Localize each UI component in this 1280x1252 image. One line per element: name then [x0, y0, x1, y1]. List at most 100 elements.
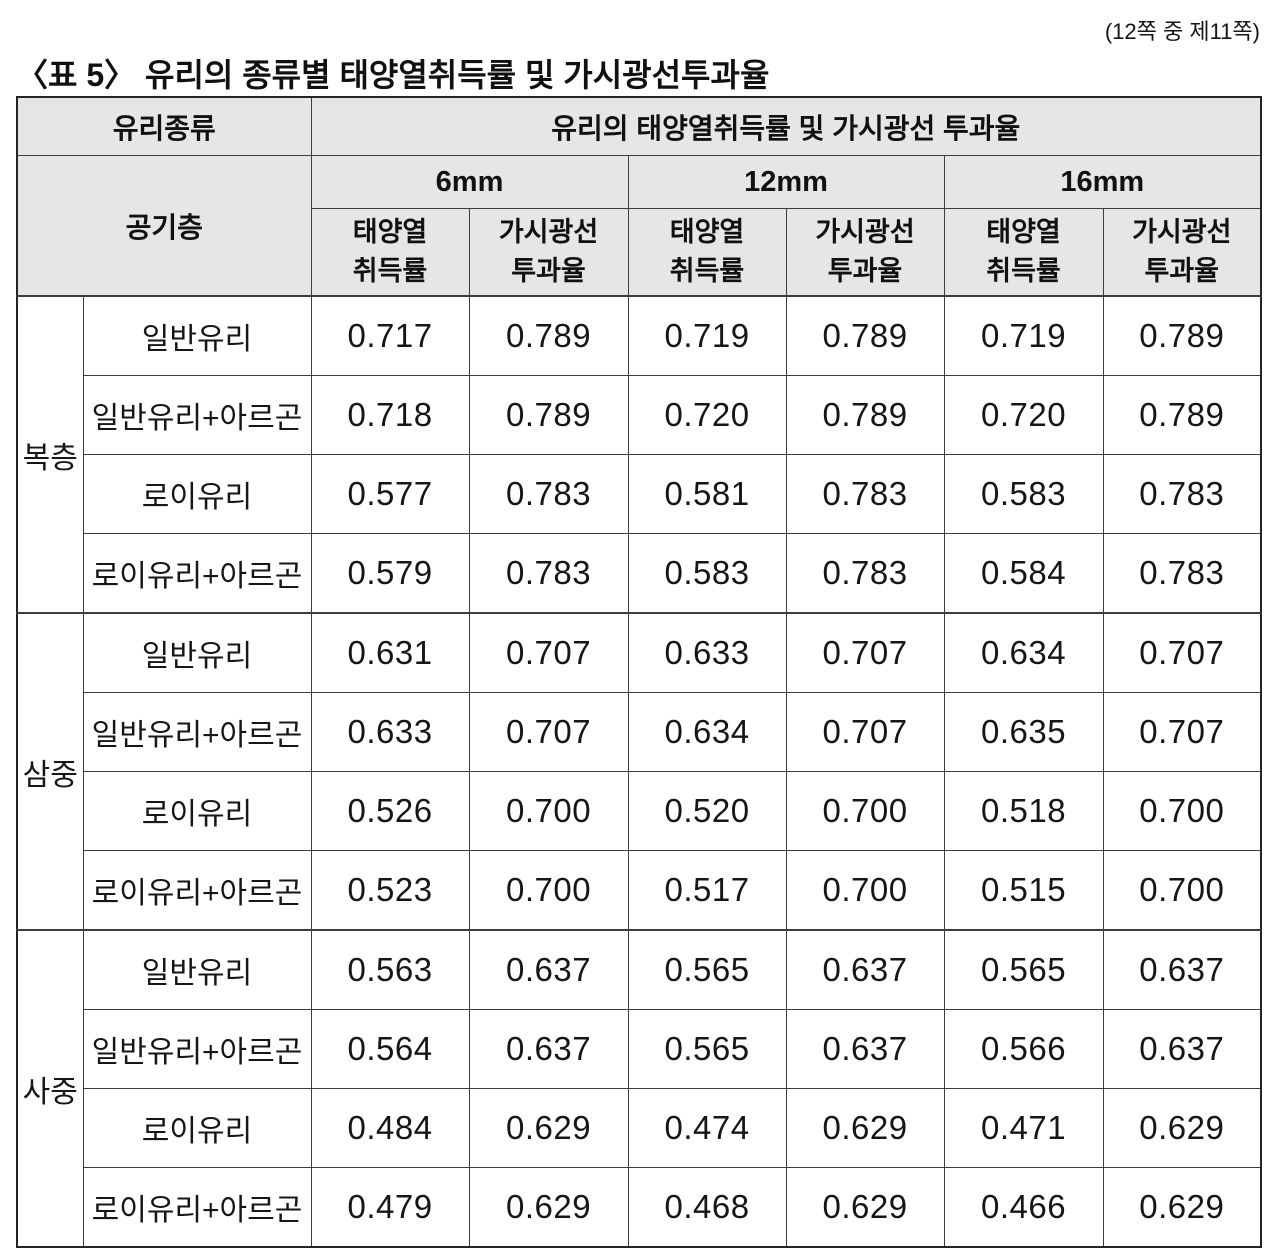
table-row: 로이유리 0.526 0.700 0.520 0.700 0.518 0.700 [17, 771, 1262, 851]
value-cell: 0.583 [943, 454, 1104, 534]
header-thickness-12mm: 12mm [627, 155, 945, 209]
value-cell: 0.637 [785, 929, 945, 1010]
glass-type-cell: 일반유리 [82, 612, 312, 693]
value-cell: 0.700 [468, 850, 629, 931]
value-cell: 0.634 [627, 692, 787, 772]
header-vlt-12mm: 가시광선 투과율 [785, 208, 945, 297]
value-cell: 0.700 [1102, 850, 1262, 931]
value-cell: 0.789 [468, 295, 629, 376]
value-cell: 0.783 [468, 454, 629, 534]
value-cell: 0.707 [468, 692, 629, 772]
value-cell: 0.700 [468, 771, 629, 851]
table-body: 복층 일반유리 0.717 0.789 0.719 0.789 0.719 0.789 일반유리… [16, 295, 1262, 1248]
page-indicator: (12쪽 중 제11쪽) [1104, 19, 1260, 44]
header-thickness-6mm: 6mm [310, 155, 629, 209]
header-glass-type: 유리종류 [16, 96, 312, 156]
glass-type-cell: 로이유리 [82, 771, 312, 851]
value-cell: 0.523 [310, 850, 470, 931]
value-cell: 0.637 [785, 1009, 945, 1089]
value-cell: 0.717 [310, 295, 470, 376]
value-cell: 0.637 [468, 1009, 629, 1089]
value-cell: 0.719 [627, 295, 787, 376]
value-cell: 0.789 [468, 375, 629, 455]
glass-type-cell: 일반유리+아르곤 [82, 375, 312, 455]
value-cell: 0.631 [310, 612, 470, 693]
glass-type-cell: 로이유리+아르곤 [82, 850, 312, 931]
value-cell: 0.563 [310, 929, 470, 1010]
value-cell: 0.637 [1102, 1009, 1262, 1089]
value-cell: 0.629 [1102, 1088, 1262, 1168]
value-cell: 0.565 [627, 1009, 787, 1089]
value-cell: 0.789 [785, 375, 945, 455]
value-cell: 0.789 [1102, 375, 1262, 455]
value-cell: 0.718 [310, 375, 470, 455]
value-cell: 0.635 [943, 692, 1104, 772]
header-air-layer: 공기층 [16, 155, 312, 297]
value-cell: 0.700 [785, 850, 945, 931]
value-cell: 0.719 [943, 295, 1104, 376]
value-cell: 0.783 [1102, 533, 1262, 614]
header-shgc-16mm: 태양열 취득률 [943, 208, 1104, 297]
glass-type-cell: 일반유리+아르곤 [82, 692, 312, 772]
glass-type-cell: 일반유리+아르곤 [82, 1009, 312, 1089]
value-cell: 0.789 [1102, 295, 1262, 376]
group-label: 복층 [16, 295, 84, 614]
value-cell: 0.720 [627, 375, 787, 455]
value-cell: 0.633 [310, 692, 470, 772]
glass-type-cell: 일반유리 [82, 929, 312, 1010]
value-cell: 0.566 [943, 1009, 1104, 1089]
value-cell: 0.707 [1102, 692, 1262, 772]
value-cell: 0.783 [785, 454, 945, 534]
header-row-3: 태양열 취득률 가시광선 투과율 태양열 취득률 가시광선 투과율 태양열 취득… [17, 208, 1262, 297]
table-row: 로이유리+아르곤 0.479 0.629 0.468 0.629 0.466 0.629 [17, 1167, 1262, 1248]
value-cell: 0.783 [468, 533, 629, 614]
value-cell: 0.633 [627, 612, 787, 693]
value-cell: 0.707 [785, 692, 945, 772]
table-row: 일반유리+아르곤 0.633 0.707 0.634 0.707 0.635 0.707 [17, 692, 1262, 772]
value-cell: 0.584 [943, 533, 1104, 614]
table-row: 일반유리+아르곤 0.718 0.789 0.720 0.789 0.720 0.789 [17, 375, 1262, 455]
value-cell: 0.783 [785, 533, 945, 614]
value-cell: 0.471 [943, 1088, 1104, 1168]
table-header: 유리종류 유리의 태양열취득률 및 가시광선 투과율 공기층 6mm 12mm … [16, 96, 1262, 297]
table-row: 복층 일반유리 0.717 0.789 0.719 0.789 0.719 0.789 [16, 295, 1262, 614]
table-row: 로이유리+아르곤 0.579 0.783 0.583 0.783 0.584 0.783 [17, 533, 1262, 614]
header-row-1: 유리종류 유리의 태양열취득률 및 가시광선 투과율 [16, 96, 1262, 156]
glass-type-cell: 로이유리+아르곤 [82, 533, 312, 614]
table-row: 사중 일반유리 0.563 0.637 0.565 0.637 0.565 0.637 [16, 929, 1262, 1248]
value-cell: 0.583 [627, 533, 787, 614]
value-cell: 0.520 [627, 771, 787, 851]
value-cell: 0.515 [943, 850, 1104, 931]
header-main-title: 유리의 태양열취득률 및 가시광선 투과율 [310, 96, 1262, 156]
value-cell: 0.637 [468, 929, 629, 1010]
value-cell: 0.700 [1102, 771, 1262, 851]
table-row: 일반유리+아르곤 0.564 0.637 0.565 0.637 0.566 0.637 [17, 1009, 1262, 1089]
value-cell: 0.466 [943, 1167, 1104, 1248]
value-cell: 0.629 [468, 1088, 629, 1168]
value-cell: 0.707 [1102, 612, 1262, 693]
value-cell: 0.518 [943, 771, 1104, 851]
table-row: 로이유리 0.484 0.629 0.474 0.629 0.471 0.629 [17, 1088, 1262, 1168]
glazing-table: 유리종류 유리의 태양열취득률 및 가시광선 투과율 공기층 6mm 12mm … [16, 96, 1263, 1248]
value-cell: 0.789 [785, 295, 945, 376]
value-cell: 0.707 [468, 612, 629, 693]
glass-type-cell: 로이유리 [82, 454, 312, 534]
value-cell: 0.629 [468, 1167, 629, 1248]
value-cell: 0.637 [1102, 929, 1262, 1010]
table-row: 로이유리 0.577 0.783 0.581 0.783 0.583 0.783 [17, 454, 1262, 534]
value-cell: 0.474 [627, 1088, 787, 1168]
value-cell: 0.479 [310, 1167, 470, 1248]
header-vlt-16mm: 가시광선 투과율 [1102, 208, 1262, 297]
value-cell: 0.468 [627, 1167, 787, 1248]
header-vlt-6mm: 가시광선 투과율 [468, 208, 629, 297]
value-cell: 0.707 [785, 612, 945, 693]
group-label: 사중 [16, 929, 84, 1248]
glass-type-cell: 로이유리 [82, 1088, 312, 1168]
table-row: 삼중 일반유리 0.631 0.707 0.633 0.707 0.634 0.707 [16, 612, 1262, 931]
value-cell: 0.517 [627, 850, 787, 931]
value-cell: 0.577 [310, 454, 470, 534]
value-cell: 0.700 [785, 771, 945, 851]
header-thickness-16mm: 16mm [943, 155, 1262, 209]
value-cell: 0.484 [310, 1088, 470, 1168]
